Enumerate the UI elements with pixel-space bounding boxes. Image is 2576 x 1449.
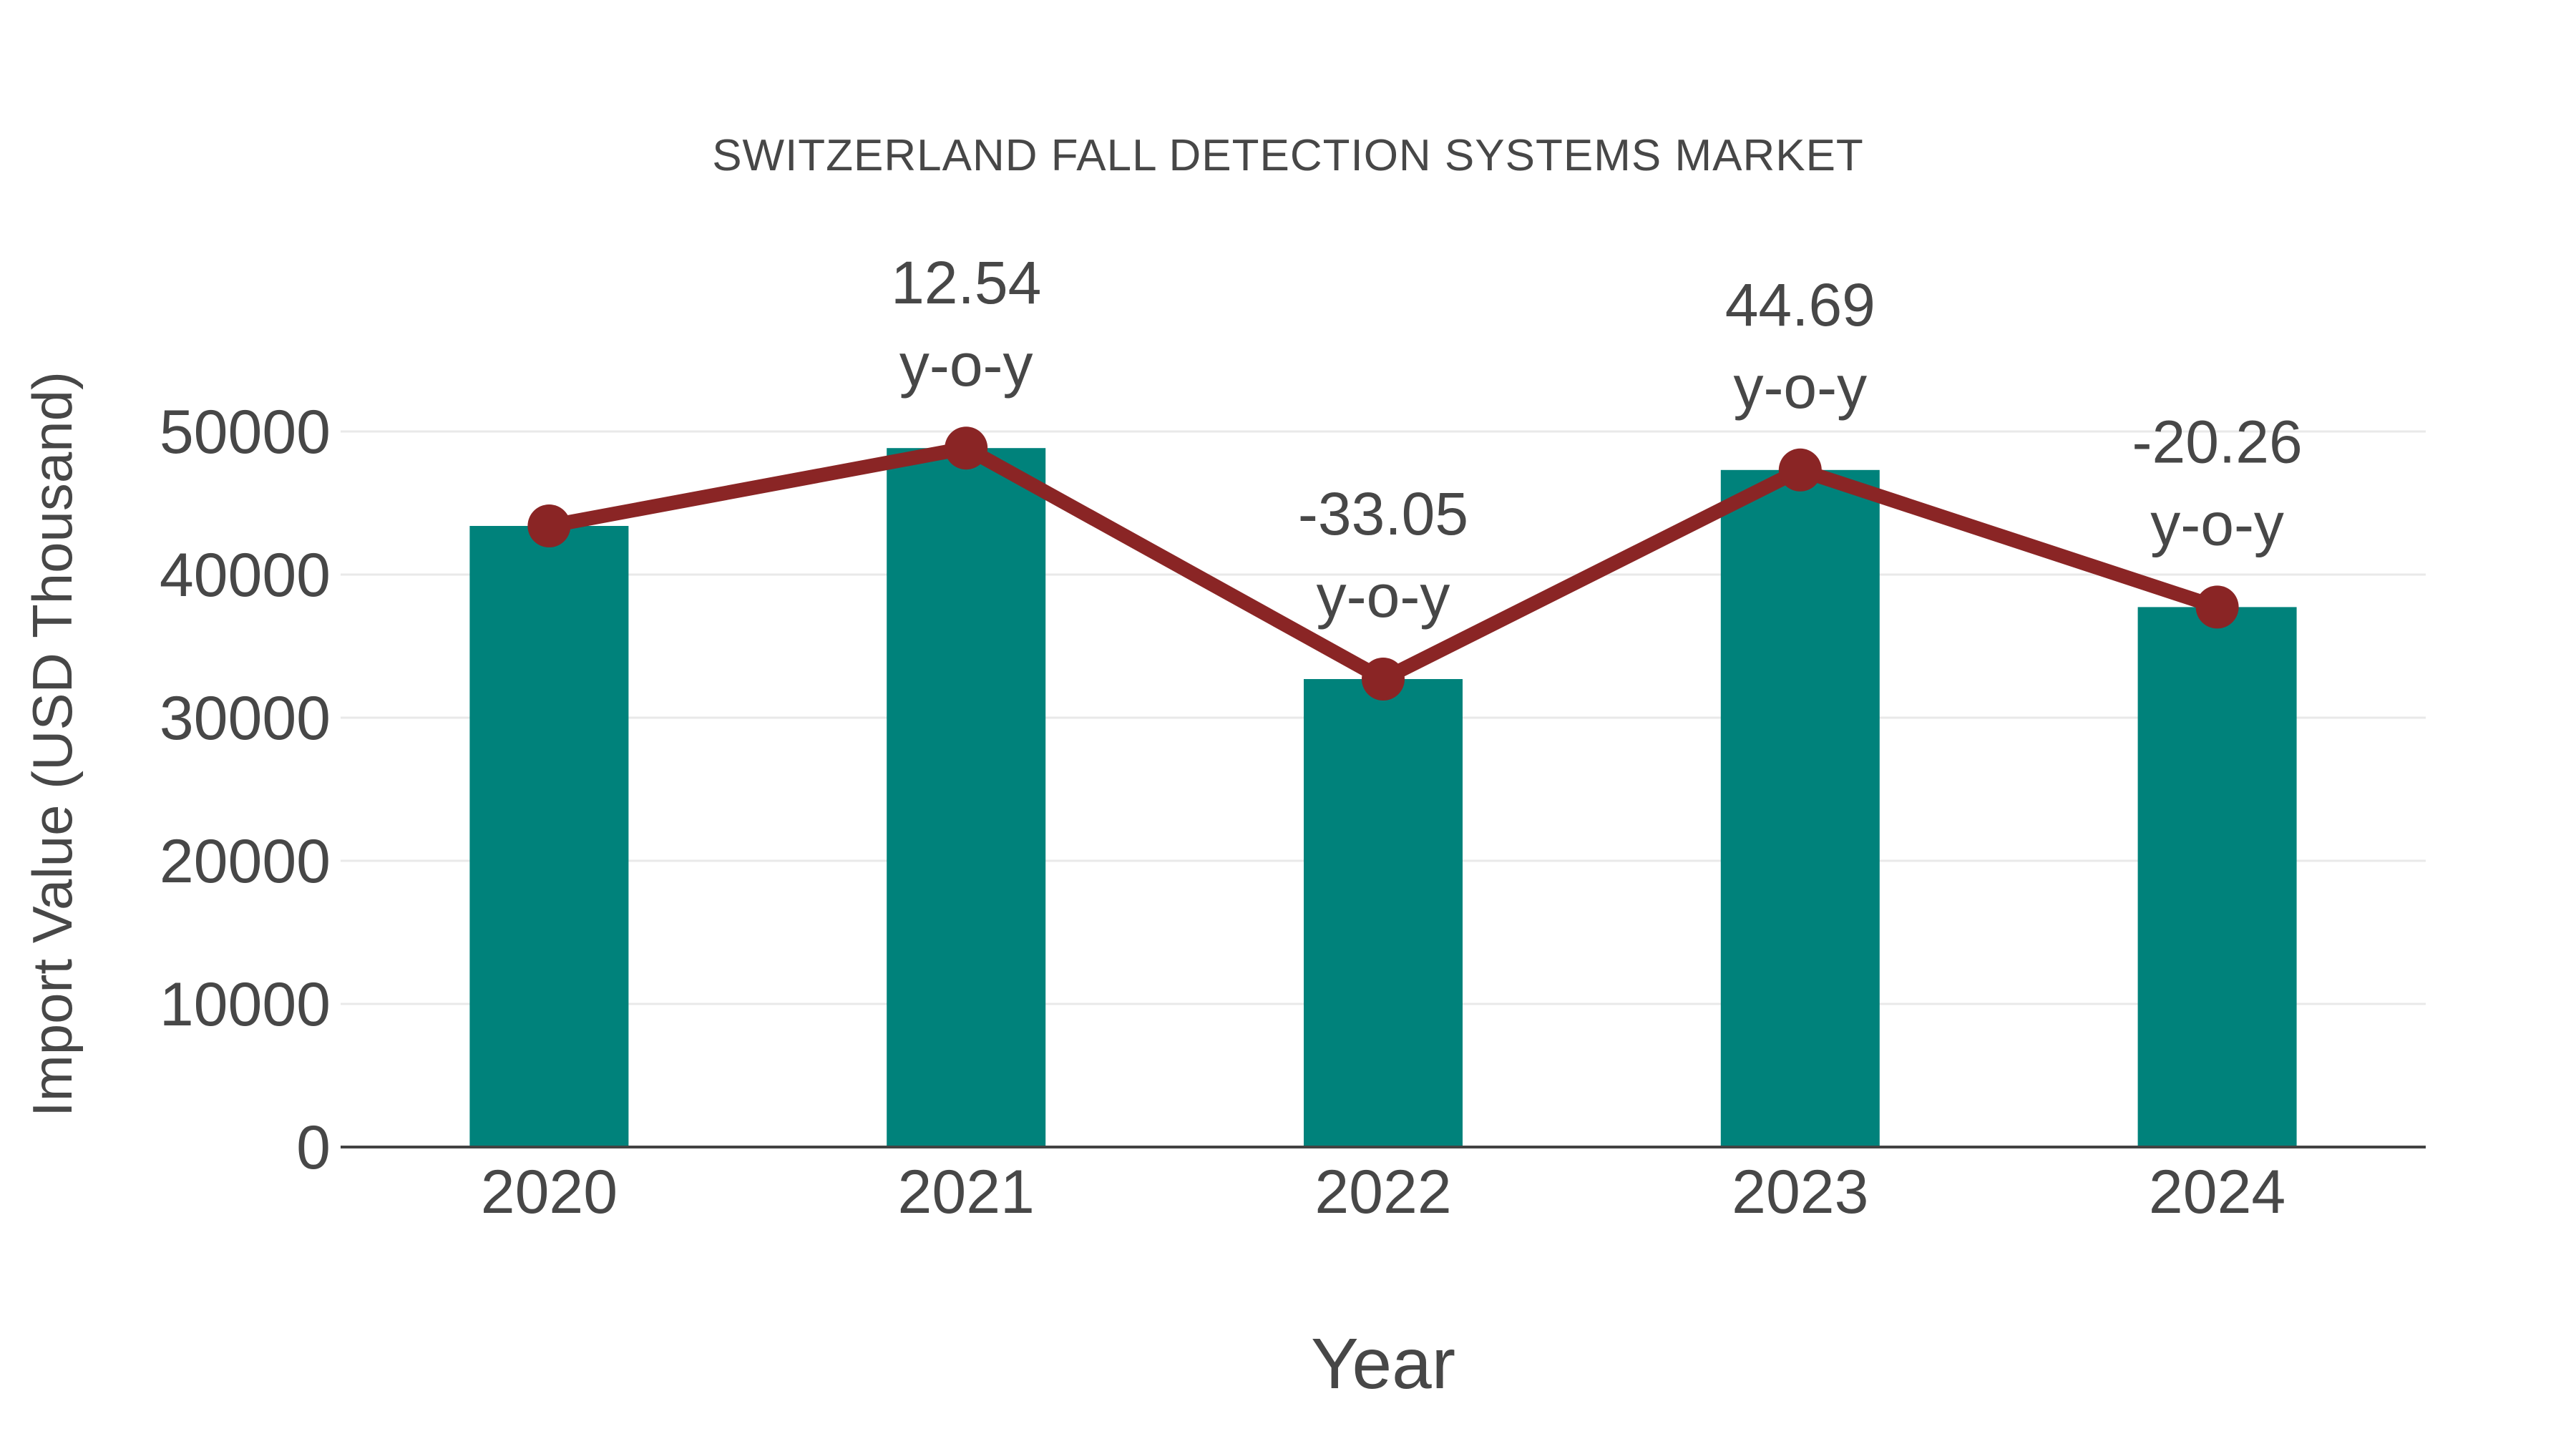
yoy-label-suffix: y-o-y [1733,353,1867,421]
bar [2137,607,2297,1147]
yoy-label-suffix: y-o-y [2150,490,2284,557]
x-tick-labels-layer: 2020 2021 2022 2023 2024 [481,1158,2286,1226]
y-axis-title: Import Value (USD Thousand) [21,371,84,1117]
x-tick-label: 2023 [1732,1158,1868,1226]
trend-marker [527,504,571,547]
bars-layer [469,448,2297,1147]
yoy-label-value: -33.05 [1298,480,1468,547]
trend-marker [2195,585,2239,629]
bar [469,526,629,1147]
trend-marker [1778,448,1822,492]
yoy-label-suffix: y-o-y [1317,562,1450,630]
bar [1304,679,1463,1147]
yoy-labels-layer: 12.54 y-o-y -33.05 y-o-y 44.69 y-o-y -20.26 y-o… [891,249,2303,630]
y-tick-label: 50000 [160,398,331,467]
y-tick-label: 0 [296,1113,331,1182]
yoy-label-value: -20.26 [2132,408,2303,475]
x-tick-label: 2024 [2149,1158,2285,1226]
yoy-label-value: 12.54 [891,249,1041,316]
yoy-label-value: 44.69 [1725,271,1875,338]
y-tick-label: 20000 [160,827,331,896]
y-tick-label: 30000 [160,684,331,753]
trend-line-layer [527,426,2239,701]
trend-marker [1362,658,1405,701]
y-tick-label: 40000 [160,541,331,610]
bar [887,448,1046,1147]
y-tick-label: 10000 [160,970,331,1039]
x-tick-label: 2022 [1314,1158,1451,1226]
bar [1720,469,1880,1147]
chart-title: SWITZERLAND FALL DETECTION SYSTEMS MARKE… [712,131,1864,180]
x-tick-label: 2021 [898,1158,1035,1226]
x-axis-title: Year [1311,1324,1455,1404]
y-tick-labels-layer: 0 10000 20000 30000 40000 50000 [160,398,331,1182]
x-tick-label: 2020 [481,1158,618,1226]
trend-marker [945,426,988,470]
yoy-label-suffix: y-o-y [899,331,1033,399]
